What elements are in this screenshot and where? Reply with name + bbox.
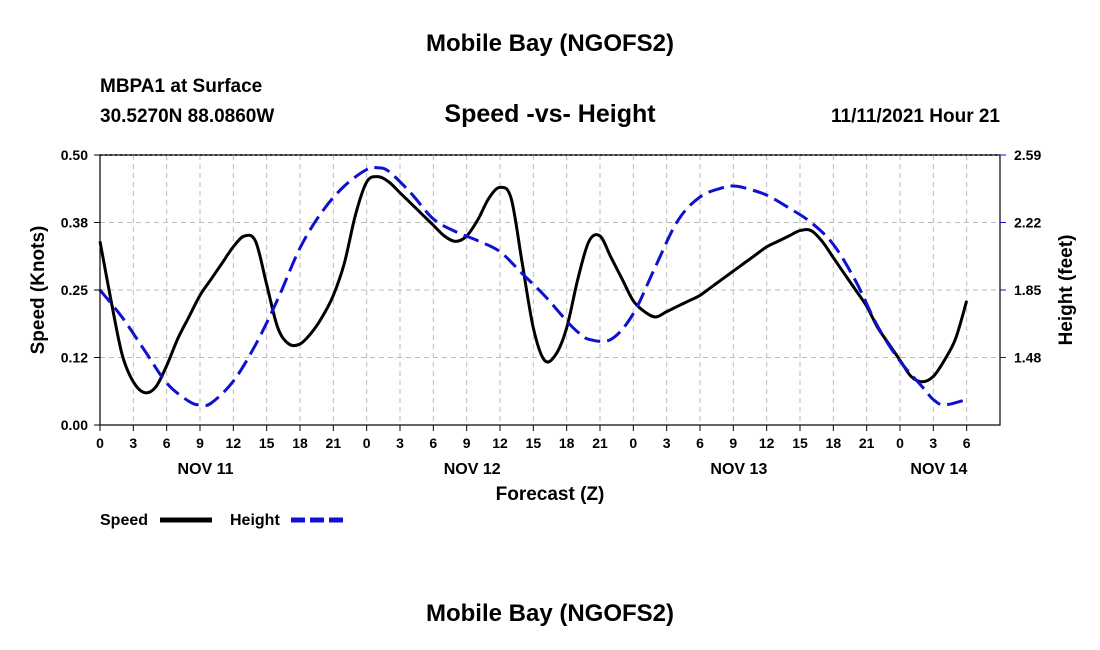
chart-subtitle: Speed -vs- Height — [444, 100, 656, 128]
x-axis-title: Forecast (Z) — [496, 484, 605, 505]
x-tick-label: 9 — [196, 435, 204, 451]
timestamp-label: 11/11/2021 Hour 21 — [830, 106, 1000, 127]
x-tick-label: 21 — [326, 435, 342, 451]
x-tick-label: 21 — [859, 435, 875, 451]
x-tick-label: 18 — [559, 435, 575, 451]
x-tick-label: 3 — [396, 435, 404, 451]
y2-tick-label: 2.22 — [1014, 215, 1041, 231]
x-tick-label: 12 — [492, 435, 508, 451]
date-label: NOV 11 — [178, 461, 234, 478]
x-tick-label: 12 — [759, 435, 775, 451]
y-tick-label: 0.25 — [61, 282, 88, 298]
y-axis-right: 1.48 1.85 2.22 2.59 — [1000, 147, 1041, 366]
y-tick-label: 0.12 — [61, 350, 88, 366]
x-tick-label: 3 — [663, 435, 671, 451]
date-label: NOV 13 — [710, 461, 767, 478]
y-tick-label: 0.50 — [61, 147, 88, 163]
x-tick-label: 15 — [259, 435, 275, 451]
y2-axis-title: Height (feet) — [1056, 235, 1077, 346]
x-tick-label: 0 — [629, 435, 637, 451]
speed-height-chart: 0 3 6 9 12 15 18 21 0 3 6 9 12 15 18 21 0 3 6 9 12 15 18 21 0 3 6N… — [28, 147, 1077, 529]
y2-tick-label: 1.48 — [1014, 350, 1041, 366]
series-layer — [98, 165, 969, 408]
y-tick-label: 0.38 — [61, 215, 88, 231]
date-label: NOV 12 — [444, 461, 501, 478]
x-tick-label: 6 — [429, 435, 437, 451]
y2-tick-label: 2.59 — [1014, 147, 1041, 163]
coordinates-label: 30.5270N 88.0860W — [100, 106, 275, 127]
height-series-line — [98, 165, 968, 408]
date-label: NOV 14 — [910, 461, 967, 478]
page-title: Mobile Bay (NGOFS2) — [425, 30, 675, 57]
x-tick-label: 3 — [129, 435, 137, 451]
y-tick-label: 0.00 — [61, 417, 88, 433]
x-tick-label: 18 — [292, 435, 308, 451]
station-label: MBPA1 at Surface — [100, 76, 263, 97]
x-tick-label: 0 — [896, 435, 904, 451]
x-tick-label: 21 — [592, 435, 608, 451]
x-tick-label: 6 — [163, 435, 171, 451]
x-tick-label: 12 — [226, 435, 242, 451]
x-tick-label: 18 — [826, 435, 842, 451]
legend-speed-label: Speed — [100, 512, 148, 529]
speed-series-line — [98, 175, 969, 395]
x-tick-label: 15 — [526, 435, 542, 451]
chart-grid — [100, 154, 1000, 425]
x-axis: 0 3 6 9 12 15 18 21 0 3 6 9 12 15 18 21 0 3 6 9 12 15 18 21 0 3 6N… — [96, 425, 971, 478]
x-tick-label: 6 — [696, 435, 704, 451]
legend: Speed Height — [100, 512, 343, 529]
x-tick-label: 0 — [363, 435, 371, 451]
x-tick-label: 0 — [96, 435, 104, 451]
x-tick-label: 9 — [463, 435, 471, 451]
x-tick-label: 3 — [929, 435, 937, 451]
x-tick-label: 15 — [792, 435, 808, 451]
bottom-title: Mobile Bay (NGOFS2) — [425, 600, 675, 627]
legend-height-label: Height — [230, 512, 280, 529]
y2-tick-label: 1.85 — [1014, 282, 1041, 298]
y-axis-left: 0.00 0.12 0.25 0.38 0.50 — [61, 147, 100, 433]
y-axis-title: Speed (Knots) — [28, 226, 49, 355]
x-tick-label: 6 — [963, 435, 971, 451]
x-tick-label: 9 — [729, 435, 737, 451]
